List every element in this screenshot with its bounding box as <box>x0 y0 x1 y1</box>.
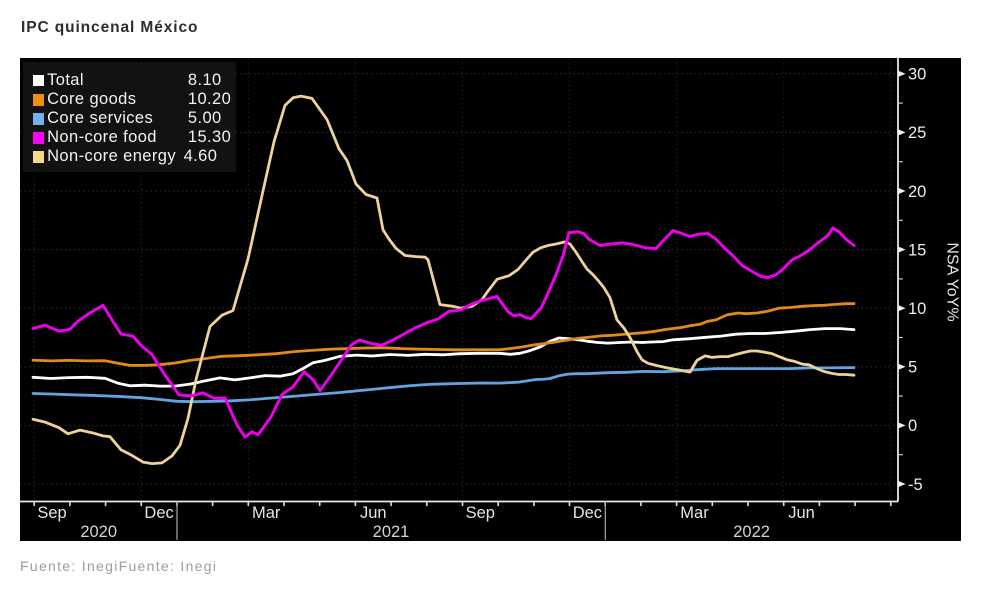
svg-text:NSA YoY%: NSA YoY% <box>944 242 961 321</box>
svg-text:Dec: Dec <box>573 504 602 522</box>
svg-text:30: 30 <box>908 66 926 84</box>
svg-text:15: 15 <box>908 241 926 259</box>
svg-text:Jun: Jun <box>788 504 815 522</box>
svg-text:0: 0 <box>908 417 917 435</box>
svg-text:Mar: Mar <box>252 504 281 522</box>
svg-text:Sep: Sep <box>466 504 495 522</box>
svg-text:Jun: Jun <box>360 504 387 522</box>
svg-text:20: 20 <box>908 183 926 201</box>
svg-text:Sep: Sep <box>37 504 66 522</box>
svg-text:2020: 2020 <box>80 523 117 541</box>
svg-text:25: 25 <box>908 124 926 142</box>
svg-text:2021: 2021 <box>373 523 410 541</box>
svg-text:-5: -5 <box>908 476 923 494</box>
svg-text:Mar: Mar <box>680 504 709 522</box>
svg-text:5: 5 <box>908 359 917 377</box>
svg-text:2022: 2022 <box>733 523 770 541</box>
svg-text:10: 10 <box>908 300 926 318</box>
svg-text:Dec: Dec <box>144 504 173 522</box>
